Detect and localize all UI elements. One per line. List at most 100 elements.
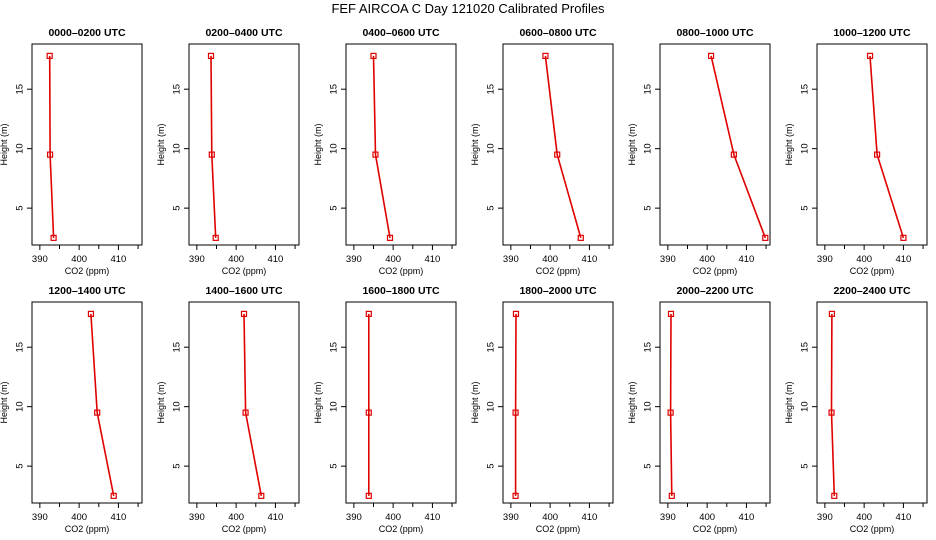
panel-12-y-tick-label: 5 <box>800 463 811 468</box>
panel-11-data-point <box>667 310 675 317</box>
panel-9-title: 1600–1800 UTC <box>362 285 439 297</box>
panel-3-x-tick-label: 400 <box>385 254 401 265</box>
panel-2-x-tick-label: 410 <box>267 254 283 265</box>
panel-12-y-axis-label: Height (m) <box>784 381 794 423</box>
panel-8-data-point <box>242 409 249 416</box>
figure-title: FEF AIRCOA C Day 121020 Calibrated Profi… <box>331 1 605 16</box>
panel-10-data-point <box>512 492 519 499</box>
panel-10-y-tick-label: 10 <box>486 401 497 412</box>
panel-11-data-point <box>668 492 675 499</box>
panel-2-x-tick-label: 400 <box>228 254 244 265</box>
panel-7-x-tick-label: 390 <box>32 512 48 523</box>
panel-12-y-tick-label: 10 <box>800 401 811 412</box>
panel-9-y-axis-label: Height (m) <box>313 381 323 423</box>
panel-11-x-tick-label: 410 <box>738 512 754 523</box>
panel-10-data-point <box>512 310 520 317</box>
panel-3-data-point <box>372 151 379 158</box>
panel-6-title: 1000–1200 UTC <box>833 27 910 39</box>
panel-4-y-tick-label: 15 <box>486 84 497 95</box>
panel-5-data-point <box>730 151 737 158</box>
panel-10-y-axis-label: Height (m) <box>470 381 480 423</box>
panel-9-y-tick-label: 5 <box>329 463 340 468</box>
panel-9-data-point <box>365 409 372 416</box>
panel-10-x-tick-label: 390 <box>503 512 519 523</box>
panel-11-title: 2000–2200 UTC <box>676 285 753 297</box>
panel-4-title: 0600–0800 UTC <box>519 27 596 39</box>
panel-6-x-tick-label: 400 <box>856 254 872 265</box>
panel-9-data-point <box>365 310 372 317</box>
panel-1-title: 0000–0200 UTC <box>48 27 125 39</box>
panel-3-data-point <box>386 234 394 241</box>
panel-6-profile-line <box>869 55 905 239</box>
panel-2-plot-frame <box>188 43 300 246</box>
panel-1-y-tick-label: 15 <box>15 84 26 95</box>
panel-11-y-tick-label: 15 <box>643 342 654 353</box>
panel-12-plot-frame <box>816 301 928 504</box>
panel-5-y-tick-label: 5 <box>643 205 654 210</box>
panel-11-x-tick-label: 390 <box>660 512 676 523</box>
panel-6-y-tick-label: 15 <box>800 84 811 95</box>
panel-4-data-point <box>554 151 561 158</box>
panel-2-data-point <box>207 52 215 59</box>
panel-12-x-tick-label: 390 <box>817 512 833 523</box>
panel-5-data-point <box>707 52 715 59</box>
panel-4-x-axis-label: CO2 (ppm) <box>536 266 581 276</box>
panel-1-y-tick-label: 5 <box>15 205 26 210</box>
panel-12-x-tick-label: 400 <box>856 512 872 523</box>
panel-6-plot-frame <box>816 43 928 246</box>
panel-3-profile-line <box>372 55 391 239</box>
panel-3-x-axis-label: CO2 (ppm) <box>379 266 424 276</box>
panel-8-x-tick-label: 410 <box>267 512 283 523</box>
panel-9-y-tick-label: 15 <box>329 342 340 353</box>
panel-11-y-tick-label: 5 <box>643 463 654 468</box>
panel-3-y-axis-label: Height (m) <box>313 123 323 165</box>
panel-6-data-point <box>866 52 874 59</box>
panel-2-data-point <box>212 234 219 241</box>
panel-1-x-tick-label: 390 <box>32 254 48 265</box>
panel-2-y-tick-label: 15 <box>172 84 183 95</box>
panel-8-x-tick-label: 400 <box>228 512 244 523</box>
panel-12-x-tick-label: 410 <box>895 512 911 523</box>
panel-10-x-axis-label: CO2 (ppm) <box>536 524 581 534</box>
panel-4-y-tick-label: 5 <box>486 205 497 210</box>
panel-4-x-tick-label: 410 <box>581 254 597 265</box>
panel-6-data-point <box>900 234 907 241</box>
panel-7-y-tick-label: 10 <box>15 401 26 412</box>
panel-9-plot-frame <box>345 301 457 504</box>
panel-12-data-point <box>828 310 836 317</box>
panel-11-plot-frame <box>659 301 771 504</box>
panel-6-x-tick-label: 410 <box>895 254 911 265</box>
panel-7-y-tick-label: 5 <box>15 463 26 468</box>
panel-10-x-tick-label: 400 <box>542 512 558 523</box>
panel-9-x-tick-label: 400 <box>385 512 401 523</box>
panel-10-title: 1800–2000 UTC <box>519 285 596 297</box>
panel-11-y-tick-label: 10 <box>643 401 654 412</box>
panel-3-data-point <box>370 52 377 59</box>
panel-6-data-point <box>874 151 881 158</box>
panel-8-plot-frame <box>188 301 300 504</box>
panel-5-profile-line <box>710 55 767 239</box>
panel-1-plot-frame <box>31 43 143 246</box>
panel-6-y-tick-label: 5 <box>800 205 811 210</box>
panel-8-title: 1400–1600 UTC <box>205 285 282 297</box>
panel-3-x-tick-label: 410 <box>424 254 440 265</box>
panel-7-y-tick-label: 15 <box>15 342 26 353</box>
panel-9-data-point <box>365 492 372 499</box>
panel-2-y-tick-label: 5 <box>172 205 183 210</box>
panel-6-y-axis-label: Height (m) <box>784 123 794 165</box>
panel-1-data-point <box>46 151 54 158</box>
panel-12-title: 2200–2400 UTC <box>833 285 910 297</box>
panel-12-profile-line <box>830 313 836 496</box>
panel-12-data-point <box>828 409 835 416</box>
panel-8-data-point <box>258 492 265 499</box>
panel-11-profile-line <box>669 313 673 496</box>
panel-7-title: 1200–1400 UTC <box>48 285 125 297</box>
panel-9-x-tick-label: 390 <box>346 512 362 523</box>
panel-2-title: 0200–0400 UTC <box>205 27 282 39</box>
panel-8-x-axis-label: CO2 (ppm) <box>222 524 267 534</box>
panel-4-y-tick-label: 10 <box>486 143 497 154</box>
panel-1-y-tick-label: 10 <box>15 143 26 154</box>
panel-4-data-point <box>542 52 549 59</box>
panel-7-data-point <box>94 409 101 416</box>
panel-4-x-tick-label: 400 <box>542 254 558 265</box>
